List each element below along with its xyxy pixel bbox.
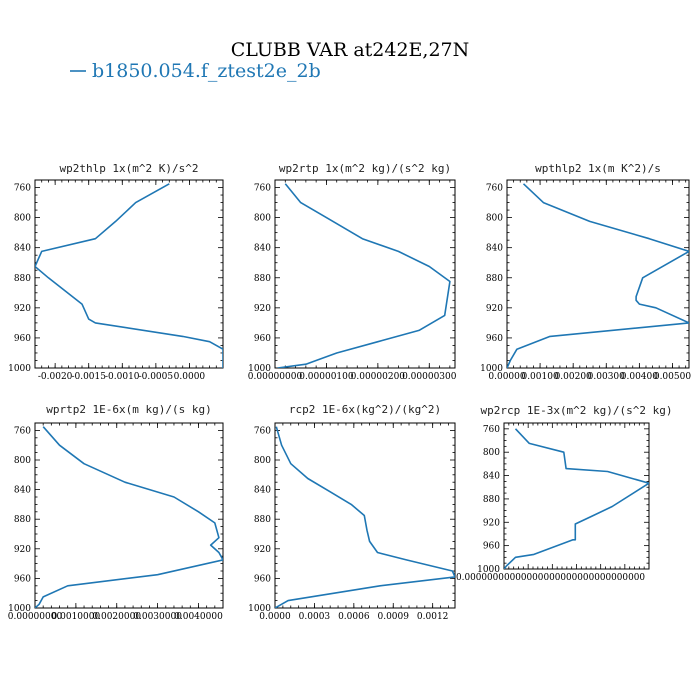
- y-tick-label: 1000: [248, 604, 271, 614]
- legend-label: b1850.054.f_ztest2e_2b: [92, 60, 321, 82]
- y-tick-label: 760: [483, 425, 500, 435]
- y-tick-label: 840: [254, 244, 271, 254]
- y-tick-label: 840: [486, 244, 503, 254]
- x-tick-label: 0.0006: [338, 612, 370, 622]
- x-tick-label: 0.00000000000000000000000000000000: [456, 573, 645, 583]
- panel-title: wp2rcp 1E-3x(m^2 kg)/(s^2 kg): [480, 404, 672, 417]
- y-tick-label: 760: [254, 184, 271, 194]
- x-tick-label: 0.0003: [299, 612, 331, 622]
- series-line: [277, 183, 451, 368]
- x-tick-label: 0.0020000: [92, 612, 141, 622]
- x-tick-label: 0.00500: [654, 372, 691, 382]
- y-tick-label: 960: [254, 574, 271, 584]
- y-tick-label: 760: [486, 184, 503, 194]
- y-tick-label: 880: [14, 515, 31, 525]
- x-tick-label: 0.00000000: [8, 612, 63, 622]
- x-tick-label: 0.0010000: [52, 612, 101, 622]
- y-tick-label: 840: [483, 472, 500, 482]
- y-tick-label: 1000: [480, 364, 503, 374]
- plot-frame: [274, 179, 456, 369]
- y-tick-label: 800: [254, 456, 271, 466]
- y-tick-label: 920: [254, 304, 271, 314]
- x-tick-label: 0.0000: [174, 372, 206, 382]
- y-tick-label: 960: [14, 574, 31, 584]
- x-tick-label: -0.0015: [71, 372, 106, 382]
- panel-title: rcp2 1E-6x(kg^2)/(kg^2): [289, 403, 441, 416]
- y-tick-label: 880: [14, 274, 31, 284]
- y-tick-label: 880: [254, 274, 271, 284]
- x-tick-label: -0.0020: [38, 372, 73, 382]
- y-tick-label: 1000: [477, 565, 500, 575]
- x-tick-label: 0.00000000: [248, 372, 303, 382]
- plot-frame: [34, 422, 224, 609]
- x-tick-label: 0.00000200: [351, 372, 406, 382]
- panel-grid: wp2thlp 1x(m^2 K)/s^2 760 800 840 880 920 960 1…: [8, 162, 692, 622]
- x-tick-label: 0.00100: [521, 372, 558, 382]
- x-tick-label: 0.0012: [417, 612, 449, 622]
- y-tick-label: 800: [254, 214, 271, 224]
- series-line: [35, 426, 223, 608]
- y-tick-label: 800: [483, 448, 500, 458]
- y-tick-label: 960: [486, 334, 503, 344]
- y-tick-label: 760: [14, 426, 31, 436]
- x-tick-label: 0.0040000: [174, 612, 223, 622]
- panel-5: rcp2 1E-6x(kg^2)/(kg^2) 760 800 840 880 920 96…: [248, 403, 456, 622]
- x-tick-label: -0.0010: [105, 372, 140, 382]
- x-tick-label: 0.00000300: [402, 372, 457, 382]
- x-tick-label: 0.00200: [555, 372, 592, 382]
- panel-6: wp2rcp 1E-3x(m^2 kg)/(s^2 kg) 760 800 840 88…: [456, 404, 673, 583]
- y-tick-label: 800: [14, 456, 31, 466]
- y-tick-label: 1000: [8, 364, 31, 374]
- y-tick-label: 920: [483, 518, 500, 528]
- y-tick-label: 840: [14, 244, 31, 254]
- y-tick-label: 960: [483, 542, 500, 552]
- series-line: [504, 428, 649, 569]
- y-tick-label: 960: [254, 334, 271, 344]
- panel-2: wp2rtp 1x(m^2 kg)/(s^2 kg) 760 800 840 880 92…: [248, 162, 457, 382]
- panel-title: wpthlp2 1x(m K^2)/s: [535, 162, 661, 175]
- x-tick-label: 0.00000: [488, 372, 525, 382]
- y-tick-label: 880: [483, 495, 500, 505]
- y-tick-label: 1000: [248, 364, 271, 374]
- y-tick-label: 800: [486, 214, 503, 224]
- x-tick-label: -0.0005: [139, 372, 174, 382]
- series-line: [275, 426, 455, 608]
- panel-1: wp2thlp 1x(m^2 K)/s^2 760 800 840 880 920 960 1…: [8, 162, 224, 382]
- y-tick-label: 960: [14, 334, 31, 344]
- series-line: [507, 183, 689, 368]
- y-tick-label: 1000: [8, 604, 31, 614]
- y-tick-label: 880: [486, 274, 503, 284]
- y-tick-label: 920: [254, 545, 271, 555]
- x-tick-label: 0.00300: [588, 372, 625, 382]
- plot-frame: [274, 422, 456, 609]
- y-tick-label: 920: [14, 304, 31, 314]
- y-tick-label: 920: [486, 304, 503, 314]
- x-tick-label: 0.0000: [259, 612, 291, 622]
- panel-title: wprtp2 1E-6x(m kg)/(s kg): [46, 403, 212, 416]
- legend: b1850.054.f_ztest2e_2b: [70, 60, 321, 82]
- y-tick-label: 760: [14, 184, 31, 194]
- series-line: [35, 183, 223, 368]
- panel-4: wprtp2 1E-6x(m kg)/(s kg) 760 800 840 880 920…: [8, 403, 224, 622]
- y-tick-label: 840: [254, 486, 271, 496]
- x-tick-label: 0.00000100: [299, 372, 354, 382]
- panel-3: wpthlp2 1x(m K^2)/s 760 800 840 880 920 960 100…: [480, 162, 691, 382]
- y-tick-label: 920: [14, 545, 31, 555]
- plot-frame: [503, 422, 650, 570]
- y-tick-label: 880: [254, 515, 271, 525]
- y-tick-label: 760: [254, 426, 271, 436]
- figure-title: CLUBB VAR at242E,27N: [231, 39, 470, 61]
- panel-title: wp2thlp 1x(m^2 K)/s^2: [59, 162, 198, 175]
- y-tick-label: 840: [14, 486, 31, 496]
- x-tick-label: 0.0009: [377, 612, 409, 622]
- plot-frame: [506, 179, 690, 369]
- x-tick-label: 0.0030000: [133, 612, 182, 622]
- panel-title: wp2rtp 1x(m^2 kg)/(s^2 kg): [279, 162, 451, 175]
- y-tick-label: 800: [14, 214, 31, 224]
- x-tick-label: 0.00400: [621, 372, 658, 382]
